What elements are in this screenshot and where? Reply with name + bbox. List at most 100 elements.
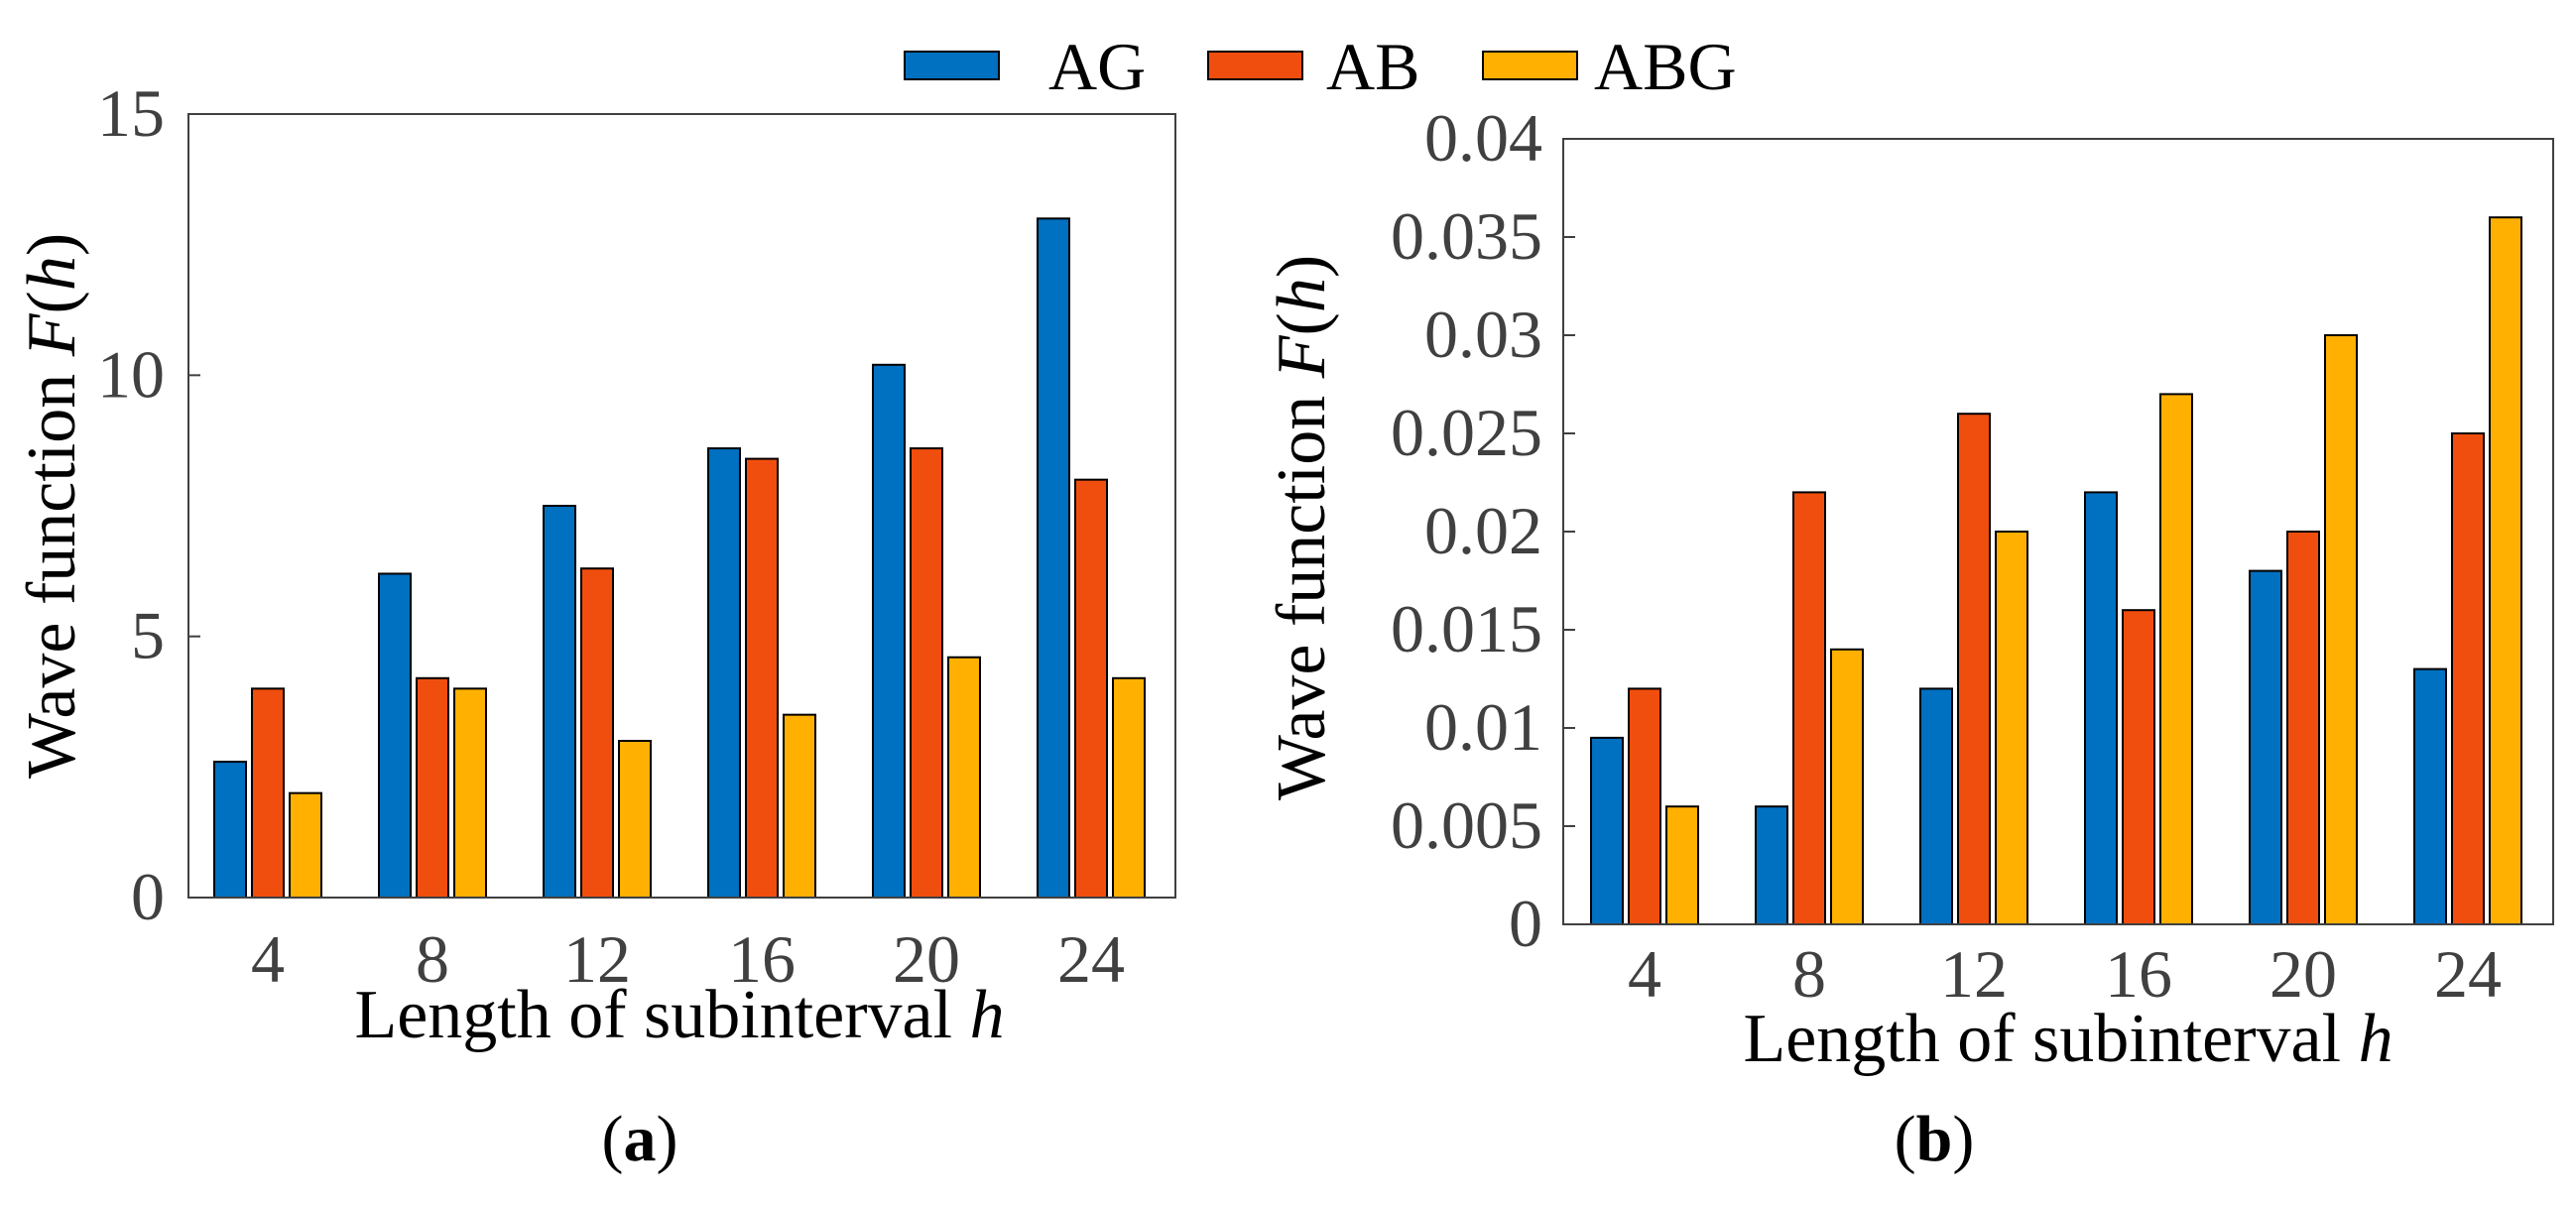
legend-swatch-ab [1207, 51, 1303, 80]
bar-ab-8 [416, 676, 449, 899]
chart-b-xlabel: Length of subinterval h [1743, 1001, 2392, 1077]
bar-ab-12 [1957, 413, 1991, 925]
y-tick-label: 0.035 [1391, 198, 1542, 274]
chart-a-ylabel: Wave function F(h) [14, 233, 90, 779]
x-tick-label: 8 [1792, 936, 1826, 1012]
x-tick-label: 16 [2105, 936, 2172, 1012]
x-tick-label: 20 [893, 921, 960, 997]
chart-b-panel-open: ( [1895, 1103, 1916, 1175]
bar-abg-4 [1665, 805, 1699, 926]
y-tick-label: 0.025 [1391, 395, 1542, 470]
chart-b-xlabel-text: Length of subinterval [1743, 1001, 2358, 1077]
chart-a-ylabel-close: ) [14, 233, 90, 256]
bar-ab-8 [1792, 491, 1826, 925]
bar-ab-20 [910, 447, 943, 899]
chart-b-xticks: 4 8 12 16 20 24 [1628, 936, 2502, 1012]
chart-a-panel-label: (a) [602, 1103, 678, 1175]
bar-abg-12 [618, 740, 652, 899]
chart-a-panel-close: ) [657, 1103, 678, 1175]
y-tick-label: 0.01 [1424, 689, 1542, 765]
y-tick-label: 0.02 [1424, 493, 1542, 568]
bar-abg-24 [2489, 216, 2522, 925]
chart-b-ylabel: Wave function F(h) [1264, 255, 1340, 800]
bar-ag-4 [1590, 736, 1624, 926]
chart-b-ylabel-open: ( [1264, 312, 1340, 335]
y-tick-label: 15 [97, 75, 165, 151]
bar-ag-20 [2249, 569, 2282, 925]
chart-b: 0 0.005 0.01 0.015 0.02 0.025 0.03 0.035 0.04 4 8… [1264, 100, 2554, 1175]
bar-abg-4 [289, 791, 322, 900]
x-tick-label: 16 [728, 921, 796, 997]
x-tick-label: 20 [2269, 936, 2337, 1012]
x-tick-label: 12 [563, 921, 631, 997]
chart-a-xlabel-text: Length of subinterval [354, 977, 969, 1053]
bar-ab-16 [745, 457, 779, 899]
chart-a-bars [213, 217, 1146, 900]
bar-ag-24 [1037, 217, 1070, 900]
chart-a-yticks: 0 5 10 15 [97, 75, 200, 934]
y-tick-label: 0 [131, 859, 165, 934]
chart-a-ylabel-open: ( [14, 291, 90, 313]
chart-b-ylabel-text: Wave function [1264, 378, 1340, 800]
bar-ab-4 [251, 687, 285, 899]
bar-ab-16 [2122, 609, 2155, 925]
bar-ag-16 [2084, 491, 2118, 925]
bar-ag-4 [213, 761, 247, 899]
chart-b-yticks: 0 0.005 0.01 0.015 0.02 0.025 0.03 0.035 0.04 [1391, 100, 1575, 961]
bar-abg-8 [1830, 648, 1864, 925]
legend-label-ab: AB [1326, 29, 1419, 104]
chart-a-xticks: 4 8 12 16 20 24 [251, 921, 1125, 997]
y-tick-label: 0.005 [1391, 787, 1542, 863]
chart-a-ylabel-var: F [14, 312, 90, 357]
bar-ag-8 [378, 572, 412, 899]
x-tick-label: 24 [2434, 936, 2502, 1012]
legend-swatch-ag [904, 51, 1000, 80]
bar-ab-24 [1074, 478, 1108, 899]
bar-abg-16 [783, 713, 816, 900]
chart-b-bars [1590, 216, 2522, 926]
x-tick-label: 4 [1628, 936, 1661, 1012]
bar-abg-8 [453, 687, 487, 899]
bar-ab-24 [2451, 432, 2485, 925]
legend-swatch-abg [1482, 51, 1578, 80]
chart-a-panel-letter: a [624, 1103, 657, 1175]
chart-b-ylabel-var: F [1264, 334, 1340, 379]
chart-a-panel-open: ( [602, 1103, 624, 1175]
chart-a-ylabel-arg: h [14, 256, 90, 291]
chart-b-xlabel-var: h [2359, 1001, 2393, 1077]
bar-abg-24 [1112, 676, 1146, 899]
bar-ag-12 [543, 505, 576, 899]
y-tick-label: 0.015 [1391, 591, 1542, 666]
chart-b-ylabel-close: ) [1264, 255, 1340, 278]
bar-ab-4 [1628, 687, 1661, 926]
y-tick-label: 0 [1509, 886, 1542, 961]
y-tick-label: 0.04 [1424, 100, 1542, 176]
legend-label-ag: AG [1048, 29, 1146, 104]
bar-ab-12 [580, 567, 614, 899]
legend: AG AB ABG [904, 29, 1737, 104]
bar-abg-16 [2159, 393, 2193, 925]
bar-ag-16 [707, 447, 741, 899]
bar-abg-20 [947, 656, 981, 899]
x-tick-label: 24 [1057, 921, 1125, 997]
chart-a-ylabel-text: Wave function [14, 356, 90, 779]
bar-ag-8 [1755, 805, 1788, 926]
bar-ag-24 [2413, 667, 2447, 925]
x-tick-label: 4 [251, 921, 285, 997]
legend-label-abg: ABG [1594, 29, 1737, 104]
chart-b-panel-letter: b [1916, 1103, 1953, 1175]
x-tick-label: 12 [1940, 936, 2008, 1012]
bar-abg-20 [2324, 334, 2358, 925]
y-tick-label: 5 [131, 598, 165, 673]
chart-b-panel-label: (b) [1895, 1103, 1975, 1175]
y-tick-label: 0.03 [1424, 297, 1542, 372]
bar-ab-20 [2286, 531, 2320, 925]
bar-abg-12 [1995, 531, 2028, 925]
bar-ag-20 [872, 363, 906, 899]
chart-b-ylabel-arg: h [1264, 278, 1340, 312]
chart-b-panel-close: ) [1952, 1103, 1974, 1175]
x-tick-label: 8 [416, 921, 449, 997]
bar-ag-12 [1919, 687, 1953, 926]
chart-a-xlabel-var: h [970, 977, 1005, 1053]
